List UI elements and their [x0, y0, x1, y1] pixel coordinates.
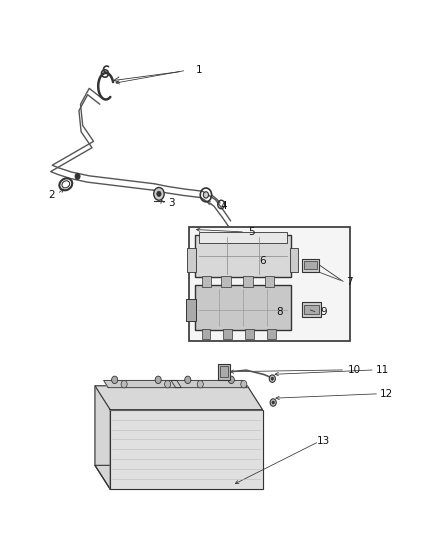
- Circle shape: [165, 381, 171, 388]
- Bar: [290, 248, 298, 272]
- Text: 8: 8: [277, 306, 283, 317]
- Circle shape: [203, 192, 208, 198]
- Text: 4: 4: [220, 200, 226, 211]
- Polygon shape: [110, 410, 262, 489]
- Circle shape: [155, 376, 161, 384]
- Polygon shape: [95, 465, 262, 489]
- Bar: [302, 302, 321, 317]
- Bar: [267, 329, 276, 338]
- Circle shape: [121, 381, 127, 388]
- Text: 1: 1: [196, 66, 203, 75]
- Text: 6: 6: [259, 256, 266, 266]
- Bar: [198, 232, 287, 243]
- Bar: [221, 276, 231, 287]
- Bar: [218, 364, 230, 379]
- Bar: [220, 367, 228, 377]
- Bar: [245, 329, 254, 338]
- Bar: [304, 261, 317, 269]
- Text: 11: 11: [375, 365, 389, 375]
- Bar: [186, 300, 196, 320]
- Bar: [201, 329, 210, 338]
- Bar: [223, 329, 232, 338]
- Circle shape: [157, 191, 161, 197]
- Polygon shape: [95, 386, 110, 489]
- Bar: [195, 285, 291, 330]
- Text: 12: 12: [380, 389, 393, 399]
- Bar: [243, 276, 253, 287]
- Bar: [110, 410, 262, 489]
- Text: 3: 3: [168, 198, 174, 208]
- Text: 5: 5: [248, 227, 255, 237]
- Circle shape: [112, 376, 118, 384]
- Circle shape: [271, 377, 274, 380]
- Circle shape: [272, 401, 275, 404]
- Text: 13: 13: [317, 437, 330, 447]
- Text: 9: 9: [320, 306, 327, 317]
- Text: 2: 2: [48, 190, 55, 200]
- Polygon shape: [95, 386, 262, 410]
- Bar: [188, 227, 350, 341]
- Circle shape: [197, 381, 203, 388]
- Circle shape: [75, 173, 80, 180]
- Text: 10: 10: [347, 365, 360, 375]
- Bar: [201, 276, 211, 287]
- Bar: [195, 235, 291, 277]
- Bar: [265, 276, 274, 287]
- Text: 7: 7: [346, 277, 353, 287]
- Bar: [302, 259, 319, 272]
- Polygon shape: [104, 381, 181, 387]
- Bar: [187, 248, 196, 272]
- Circle shape: [269, 375, 276, 382]
- Bar: [304, 305, 319, 314]
- Circle shape: [185, 376, 191, 384]
- Polygon shape: [171, 381, 247, 387]
- Circle shape: [241, 381, 247, 388]
- Circle shape: [154, 188, 164, 200]
- Circle shape: [228, 376, 234, 384]
- Circle shape: [270, 399, 276, 406]
